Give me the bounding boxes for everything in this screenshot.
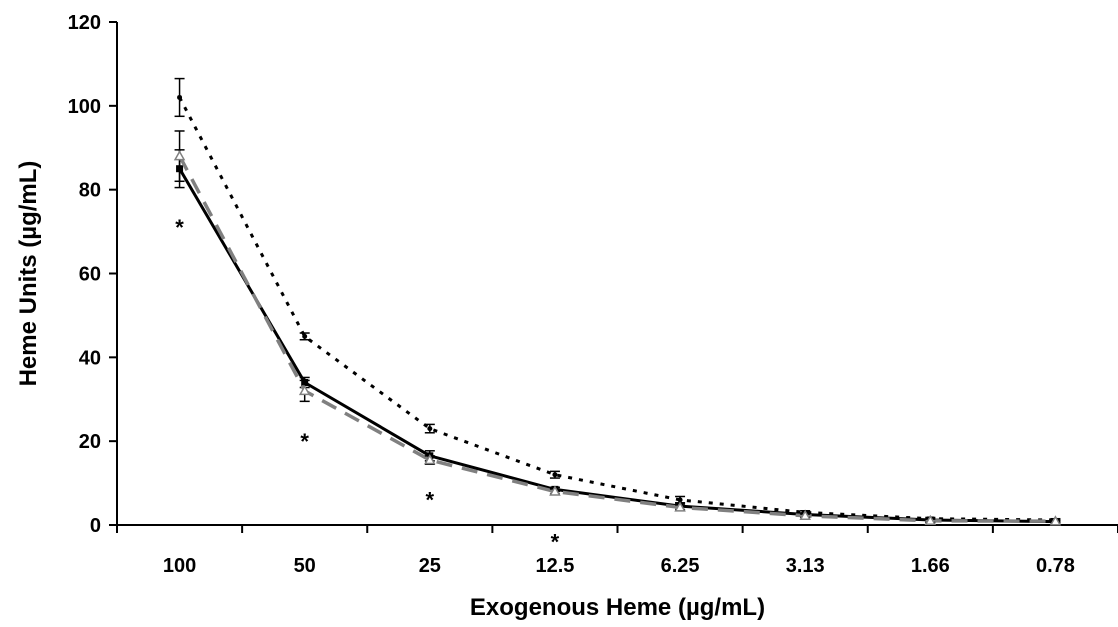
data-point-triangle: [173, 150, 186, 161]
x-tick-label: 0.78: [1036, 555, 1075, 577]
significance-marker: *: [551, 530, 560, 555]
data-point-dot: [302, 333, 308, 339]
y-tick-label: 0: [90, 515, 101, 537]
data-point-triangle: [799, 509, 811, 521]
series-dotted-line: [178, 96, 1056, 522]
y-tick-label: 80: [79, 180, 101, 202]
data-point-triangle: [924, 514, 937, 526]
data-point-dot: [552, 472, 558, 478]
significance-marker: *: [426, 488, 435, 513]
data-point-triangle: [424, 453, 436, 465]
x-tick-label: 12.5: [535, 555, 574, 577]
data-point-triangle: [298, 384, 311, 396]
data-point-triangle: [549, 485, 561, 496]
data-point-dot: [427, 426, 433, 432]
x-axis-title: Exogenous Heme (µg/mL): [470, 594, 765, 621]
data-point-dot: [177, 94, 183, 100]
y-tick-label: 20: [79, 431, 101, 453]
x-tick-label: 50: [294, 555, 316, 577]
significance-marker: *: [300, 429, 309, 454]
x-tick-label: 1.66: [911, 555, 950, 577]
significance-marker: *: [175, 215, 184, 240]
series-solid-line: [178, 167, 1056, 524]
y-axis-title: Heme Units (µg/mL): [15, 161, 42, 387]
data-point-triangle: [674, 501, 686, 512]
x-tick-label: 3.13: [786, 555, 825, 577]
y-tick-label: 120: [68, 12, 101, 34]
series-dashed-line: [178, 155, 1056, 523]
y-tick-label: 40: [79, 347, 101, 369]
x-tick-label: 6.25: [661, 555, 700, 577]
data-point-triangle: [1049, 515, 1062, 526]
plot-area: * * * *: [173, 77, 1062, 555]
y-tick-label: 60: [79, 264, 101, 286]
data-point-dot: [677, 497, 683, 503]
x-tick-label: 100: [163, 555, 196, 577]
y-tick-label: 100: [68, 96, 101, 118]
axes: 0 20 40 60 80 100 120 100 50 25 12.5 6.25 3.13 1.66 0.…: [68, 12, 1118, 577]
x-tick-label: 25: [419, 555, 441, 577]
